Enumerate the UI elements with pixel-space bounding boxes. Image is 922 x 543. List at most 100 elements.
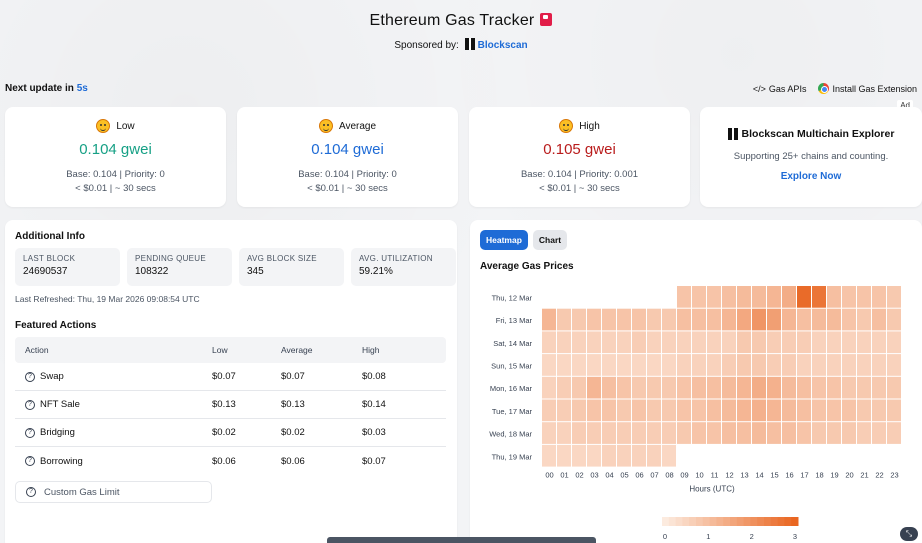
cost-low: $0.02 [212, 427, 236, 438]
heatmap-cell [722, 331, 736, 354]
explore-now-link[interactable]: Explore Now [780, 171, 842, 182]
heatmap-cell [707, 376, 721, 399]
heatmap-cell [662, 399, 676, 422]
heatmap-cell [827, 308, 841, 331]
install-extension-link[interactable]: Install Gas Extension [818, 83, 917, 94]
heatmap-x-label: 21 [860, 471, 868, 480]
heatmap-cell [557, 376, 571, 399]
heatmap-cell [557, 331, 571, 354]
heatmap-cell [722, 376, 736, 399]
tab-heatmap[interactable]: Heatmap [480, 230, 528, 250]
heatmap-x-label: 22 [875, 471, 883, 480]
cost-low: $0.06 [212, 455, 236, 467]
heatmap-cell [632, 444, 646, 467]
average-cost-time: < $0.01 | ~ 30 secs [307, 183, 388, 194]
heatmap-cell [542, 422, 556, 444]
cost-average: $0.13 [281, 399, 305, 410]
additional-info-title: Additional Info [15, 231, 85, 242]
heatmap-cell [752, 354, 766, 376]
color-scale-tick: 3 [793, 532, 797, 541]
ad-subtitle: Supporting 25+ chains and counting. [733, 151, 889, 162]
average-price-details: Base: 0.104 | Priority: 0 < $0.01 | ~ 30… [237, 168, 458, 196]
heatmap-cell [677, 399, 691, 422]
heatmap-cell [572, 308, 586, 331]
heatmap-cell [707, 331, 721, 354]
heatmap-cell [542, 399, 556, 422]
cost-high: $0.07 [362, 455, 386, 467]
heatmap-cell [857, 286, 871, 308]
heatmap-cell [767, 376, 781, 399]
gas-apis-link[interactable]: </> Gas APIs [753, 84, 807, 94]
color-scale-segment [662, 517, 670, 526]
heatmap-cell [602, 399, 616, 422]
color-scale-segment [757, 517, 765, 526]
heatmap-x-label: 14 [755, 471, 763, 480]
next-update: Next update in 5s [5, 83, 88, 94]
heatmap-cell [722, 399, 736, 422]
heatmap-cell [722, 354, 736, 376]
heatmap-x-axis-title: Hours (UTC) [689, 485, 735, 494]
color-scale-segment [770, 517, 779, 526]
resize-icon[interactable]: ⤡ [900, 527, 918, 541]
heatmap-cell [842, 354, 856, 376]
color-scale-tick: 0 [663, 532, 667, 541]
custom-gas-limit-button[interactable]: ? Custom Gas Limit [15, 481, 212, 503]
heatmap-cell [752, 331, 766, 354]
help-icon[interactable]: ? [25, 456, 35, 466]
heatmap-cell [632, 399, 646, 422]
heatmap-cell [617, 444, 631, 467]
sponsor-link[interactable]: Blockscan [477, 40, 528, 51]
heatmap-x-label: 19 [830, 471, 838, 480]
heatmap-y-label: Mon, 16 Mar [490, 384, 533, 393]
table-header: Action Low Average High [15, 337, 446, 363]
heatmap-cell [617, 308, 631, 331]
horizontal-scrollbar[interactable] [327, 537, 596, 543]
install-extension-label: Install Gas Extension [832, 83, 917, 94]
heatmap-cell [872, 308, 886, 331]
help-icon[interactable]: ? [25, 427, 35, 438]
heatmap-x-label: 20 [845, 471, 853, 480]
heatmap-cell [692, 422, 706, 444]
heatmap-cell [767, 354, 781, 376]
heatmap-cell [827, 331, 841, 354]
ad-card[interactable]: Blockscan Multichain Explorer Supporting… [700, 107, 922, 207]
tab-chart[interactable]: Chart [532, 230, 568, 250]
heatmap-cell [812, 286, 826, 308]
heatmap-cell [707, 308, 721, 331]
heatmap-cell [602, 354, 616, 376]
heatmap-cell [632, 422, 646, 444]
top-links: </> Gas APIs Install Gas Extension [753, 83, 917, 94]
help-icon[interactable]: ? [25, 371, 35, 382]
action-name: Bridging [40, 427, 75, 438]
heatmap-cell [842, 422, 856, 444]
heatmap-cell [677, 331, 691, 354]
cost-average: $0.07 [281, 371, 305, 382]
heatmap-y-label: Sat, 14 Mar [493, 339, 532, 348]
next-update-label: Next update in [5, 83, 74, 94]
stats-row: LAST BLOCK 24690537 PENDING QUEUE 108322 A… [15, 248, 456, 286]
heatmap-cell [737, 422, 751, 444]
slight-smile-emoji-icon [559, 119, 574, 133]
heatmap-cell [797, 308, 811, 331]
heatmap-cell [842, 308, 856, 331]
help-icon[interactable]: ? [25, 399, 35, 410]
heatmap-cell [602, 331, 616, 354]
heatmap-cell [542, 444, 556, 467]
low-price-value: 0.104 gwei [79, 141, 152, 158]
heatmap-x-label: 23 [890, 471, 898, 480]
action-name: NFT Sale [40, 399, 80, 410]
heatmap-cell [827, 376, 841, 399]
sponsor-line: Sponsored by: Blockscan [0, 38, 922, 51]
heatmap-cell [872, 422, 886, 444]
color-scale-segment [723, 517, 731, 526]
heatmap-cell [617, 331, 631, 354]
color-scale-segment [764, 517, 772, 526]
heatmap-cell [572, 444, 586, 467]
color-scale-segment [784, 517, 792, 526]
grin-emoji-icon [318, 119, 333, 133]
stat-value: 24690537 [23, 266, 68, 277]
action-name: Borrowing [40, 455, 83, 467]
high-cost-time: < $0.01 | ~ 30 secs [539, 183, 620, 194]
heatmap-x-label: 16 [785, 471, 793, 480]
low-price-card: Low 0.104 gwei Base: 0.104 | Priority: 0… [5, 107, 226, 207]
